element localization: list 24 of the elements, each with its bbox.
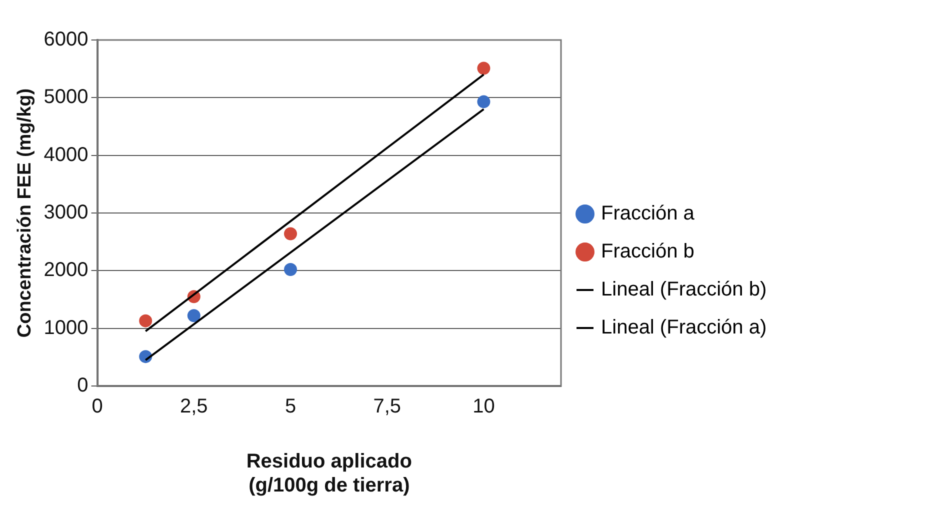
x-tick-label: 7,5	[373, 396, 402, 418]
y-tick-label: 2000	[44, 259, 88, 282]
x-tick-label: 10	[472, 396, 495, 418]
y-tick-label: 0	[77, 374, 88, 397]
point	[139, 314, 152, 328]
y-tick-label: 6000	[44, 28, 88, 51]
legend-label: Lineal (Fracción b)	[601, 278, 767, 301]
y-tick-label: 4000	[44, 144, 88, 166]
y-axis-title: Concentración FEE (mg/kg)	[14, 88, 36, 338]
point	[284, 263, 298, 276]
legend-label: Fracción b	[601, 240, 694, 263]
point	[477, 62, 490, 75]
point	[477, 95, 490, 108]
y-tick-label: 5000	[44, 86, 88, 108]
y-tick-label: 1000	[44, 316, 88, 339]
point	[284, 227, 298, 240]
legend-label: Fracción a	[601, 202, 696, 225]
x-tick-label: 2,5	[180, 396, 208, 418]
point	[187, 309, 200, 322]
x-axis-title: Residuo aplicado (g/100g de tierra)	[246, 450, 412, 497]
x-tick-label: 5	[284, 396, 296, 418]
y-tick-label: 3000	[44, 202, 88, 224]
legend-label: Lineal (Fracción a)	[601, 316, 767, 339]
x-tick-label: 0	[92, 396, 103, 418]
